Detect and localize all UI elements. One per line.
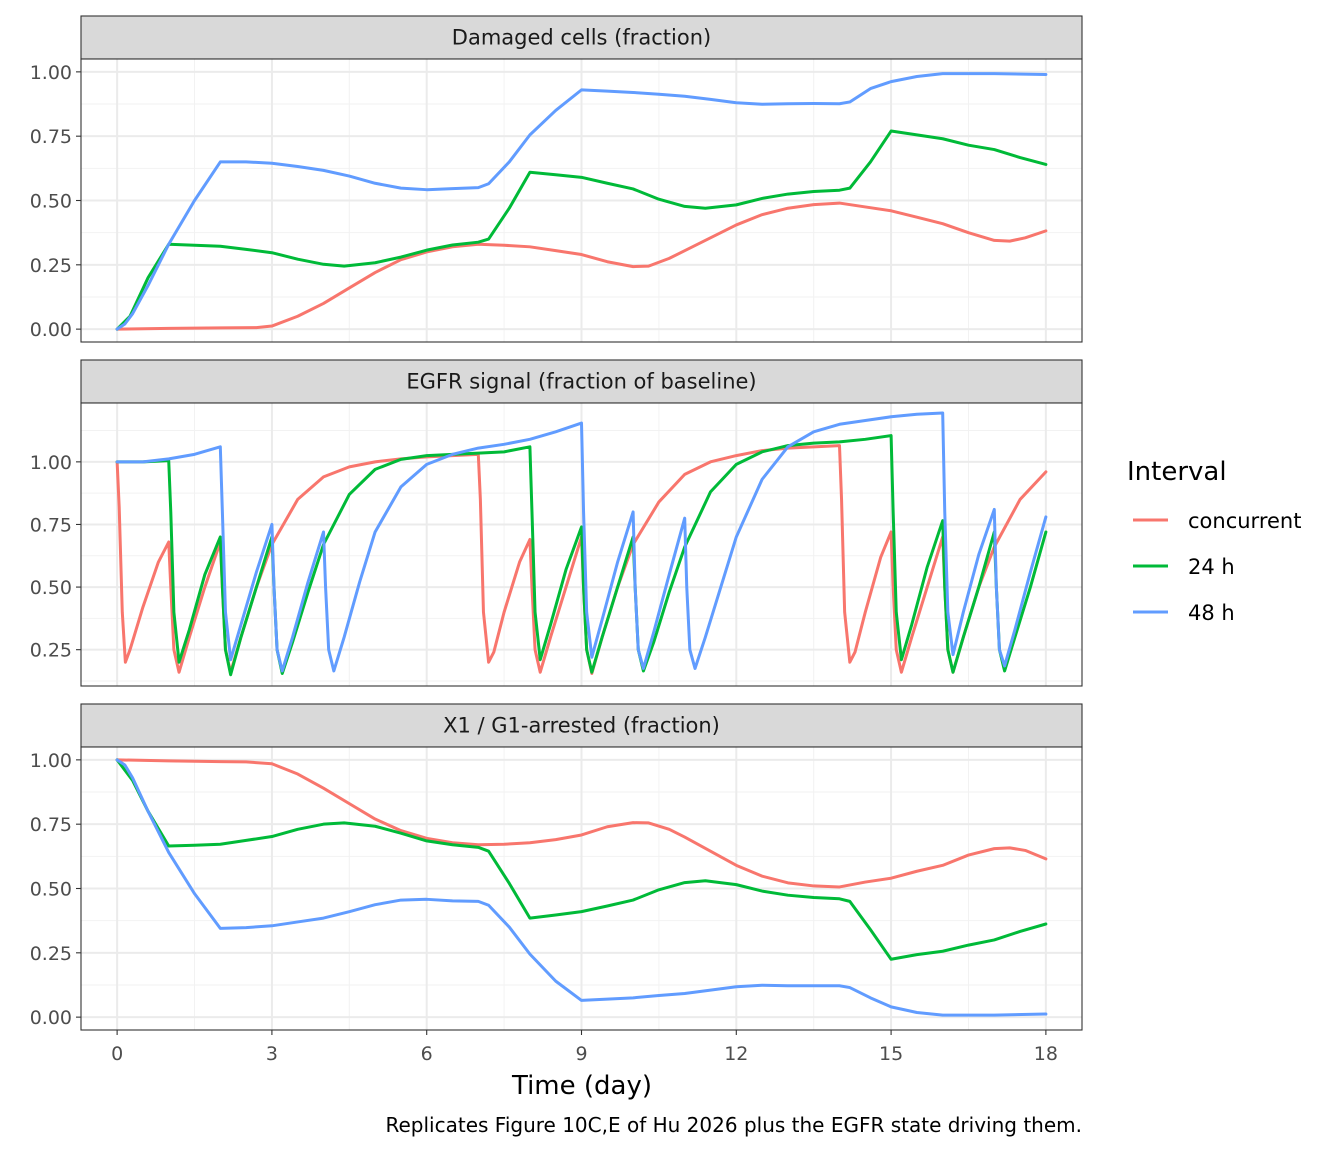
caption: Replicates Figure 10C,E of Hu 2026 plus … bbox=[386, 1113, 1083, 1137]
x-tick-label: 12 bbox=[724, 1043, 748, 1065]
y-tick-label: 0.50 bbox=[30, 879, 72, 901]
y-tick-label: 1.00 bbox=[30, 62, 72, 84]
facet-panels: Damaged cells (fraction) 0.00 0.25 0.50 0.75… bbox=[30, 15, 1083, 1031]
series-line bbox=[115, 434, 1048, 677]
series-line bbox=[115, 72, 1048, 331]
panel-border bbox=[80, 58, 1083, 343]
x-tick-label: 0 bbox=[111, 1043, 123, 1065]
legend-label: concurrent bbox=[1188, 509, 1301, 533]
series-line bbox=[115, 758, 1048, 1017]
legend-label: 48 h bbox=[1188, 601, 1235, 625]
series-group bbox=[115, 72, 1048, 331]
x-axis: 0 3 6 9 12 15 18 bbox=[111, 1030, 1058, 1065]
series-group bbox=[115, 758, 1048, 1017]
y-tick-label: 0.75 bbox=[30, 126, 72, 148]
facet-strip bbox=[80, 703, 1083, 748]
series-line bbox=[115, 129, 1048, 331]
panel-border bbox=[80, 402, 1083, 687]
y-tick-label: 0.50 bbox=[30, 191, 72, 213]
series-line bbox=[115, 411, 1048, 673]
facet-strip bbox=[80, 359, 1083, 404]
facet-panel: EGFR signal (fraction of baseline) 0.25 0.… bbox=[30, 359, 1083, 687]
x-tick-label: 18 bbox=[1034, 1043, 1058, 1065]
y-tick-label: 0.00 bbox=[30, 1007, 72, 1029]
facet-strip-label: X1 / G1-arrested (fraction) bbox=[443, 714, 720, 738]
legend-label: 24 h bbox=[1188, 555, 1235, 579]
x-tick-label: 9 bbox=[575, 1043, 587, 1065]
series-group bbox=[115, 411, 1048, 677]
y-tick-label: 1.00 bbox=[30, 750, 72, 772]
x-tick-label: 3 bbox=[266, 1043, 278, 1065]
series-line bbox=[115, 444, 1048, 675]
y-tick-label: 0.00 bbox=[30, 319, 72, 341]
y-tick-label: 0.25 bbox=[30, 943, 72, 965]
series-line bbox=[115, 758, 1048, 889]
y-tick-label: 0.50 bbox=[30, 577, 72, 599]
y-tick-label: 0.75 bbox=[30, 814, 72, 836]
y-tick-label: 0.25 bbox=[30, 255, 72, 277]
y-tick-label: 0.25 bbox=[30, 640, 72, 662]
facet-strip-label: EGFR signal (fraction of baseline) bbox=[406, 370, 756, 394]
x-tick-label: 6 bbox=[421, 1043, 433, 1065]
facet-strip-label: Damaged cells (fraction) bbox=[452, 26, 711, 50]
facet-panel: X1 / G1-arrested (fraction) 0.00 0.25 0.50 0… bbox=[30, 703, 1083, 1031]
facet-strip bbox=[80, 15, 1083, 60]
series-line bbox=[115, 758, 1048, 961]
legend: Interval concurrent 24 h 48 h bbox=[1127, 457, 1301, 625]
legend-title: Interval bbox=[1127, 457, 1227, 487]
facet-panel: Damaged cells (fraction) 0.00 0.25 0.50 0.75… bbox=[30, 15, 1083, 343]
x-axis-title: Time (day) bbox=[511, 1071, 652, 1101]
y-tick-label: 0.75 bbox=[30, 514, 72, 536]
series-line bbox=[115, 201, 1048, 331]
x-tick-label: 15 bbox=[879, 1043, 903, 1065]
y-tick-label: 1.00 bbox=[30, 452, 72, 474]
